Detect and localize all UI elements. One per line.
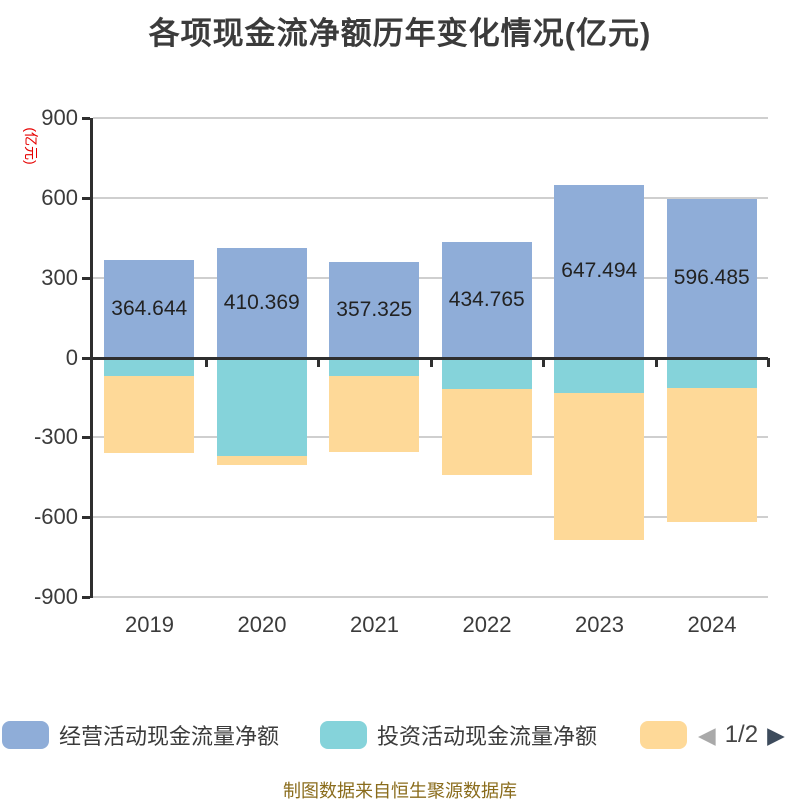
legend-item-third[interactable] <box>640 719 697 751</box>
value-label-2023: 647.494 <box>561 259 638 283</box>
y-tick-mark-600 <box>82 196 90 200</box>
y-tick-label-600: 600 <box>41 184 78 210</box>
legend-prev-page-icon[interactable]: ◀ <box>698 722 716 748</box>
gridline-300 <box>93 276 768 279</box>
legend-swatch-blue <box>2 721 49 749</box>
x-tick-mark <box>542 357 545 367</box>
y-tick-mark--600 <box>82 516 90 520</box>
y-tick-label-0: 0 <box>65 344 78 370</box>
x-tick-mark <box>317 357 320 367</box>
value-label-2020: 410.369 <box>223 290 300 314</box>
bar-segment-s1-2021 <box>329 357 420 377</box>
bar-segment-s2-2020 <box>216 456 307 466</box>
value-label-2024: 596.485 <box>673 266 750 290</box>
gridline--300 <box>93 436 768 439</box>
y-axis-line <box>90 118 93 598</box>
y-tick-mark-0 <box>82 356 90 360</box>
bar-segment-s0-2024 <box>666 198 757 358</box>
value-label-2022: 434.765 <box>448 287 525 311</box>
legend-item-investing[interactable]: 投资活动现金流量净额 <box>320 719 597 751</box>
y-tick-label-300: 300 <box>41 264 78 290</box>
y-tick-label--300: -300 <box>33 424 78 450</box>
bar-segment-s1-2024 <box>666 357 757 388</box>
x-category-label-2020: 2020 <box>237 612 287 637</box>
bar-segment-s1-2020 <box>216 357 307 457</box>
gridline-600 <box>93 196 768 199</box>
x-category-label-2021: 2021 <box>350 612 399 637</box>
legend-page-indicator: 1/2 <box>724 721 759 748</box>
x-tick-mark <box>654 357 658 367</box>
bar-segment-s0-2023 <box>554 185 645 358</box>
y-tick-mark--300 <box>82 436 90 440</box>
data-source-note: 制图数据来自恒生聚源数据库 <box>283 781 517 801</box>
gridline--600 <box>93 516 768 519</box>
legend-swatch-yellow <box>640 721 687 749</box>
legend: 经营活动现金流量净额 投资活动现金流量净额 <box>0 719 800 751</box>
x-category-label-2019: 2019 <box>125 612 174 637</box>
y-tick-mark--900 <box>82 596 90 599</box>
bar-segment-s2-2023 <box>554 392 645 541</box>
legend-next-page-icon[interactable]: ▶ <box>767 722 785 748</box>
bar-segment-s1-2019 <box>104 357 195 377</box>
legend-item-operating[interactable]: 经营活动现金流量净额 <box>2 719 279 751</box>
bar-segment-s2-2019 <box>104 376 195 453</box>
x-category-label-2022: 2022 <box>462 612 512 637</box>
y-tick-mark-900 <box>82 117 90 120</box>
bar-segment-s0-2021 <box>329 262 420 358</box>
y-tick-label--600: -600 <box>33 504 78 530</box>
legend-swatch-teal <box>320 721 367 749</box>
value-label-2021: 357.325 <box>336 297 413 321</box>
gridline-900 <box>93 117 768 119</box>
chart-title: 各项现金流净额历年变化情况(亿元) <box>148 16 652 51</box>
bar-segment-s0-2020 <box>216 248 307 358</box>
x-category-label-2023: 2023 <box>575 612 624 637</box>
legend-label: 投资活动现金流量净额 <box>377 724 598 749</box>
y-tick-label-900: 900 <box>41 105 78 130</box>
x-category-label-2024: 2024 <box>687 612 737 637</box>
y-tick-label--900: -900 <box>33 584 78 609</box>
x-tick-mark <box>204 357 208 367</box>
legend-label: 经营活动现金流量净额 <box>59 724 280 749</box>
x-tick-mark <box>767 357 770 367</box>
bar-segment-s2-2024 <box>666 387 757 523</box>
bar-segment-s1-2023 <box>554 357 645 393</box>
y-tick-mark-300 <box>82 276 90 280</box>
x-tick-mark <box>429 357 433 367</box>
gridline--900 <box>93 596 768 598</box>
bar-segment-s0-2022 <box>441 241 532 358</box>
legend-pager: ◀ 1/2 ▶ <box>698 719 785 751</box>
bar-segment-s2-2022 <box>441 389 532 475</box>
value-label-2019: 364.644 <box>111 296 188 320</box>
bar-segment-s0-2019 <box>104 260 195 358</box>
bar-segment-s2-2021 <box>329 376 420 452</box>
bar-segment-s1-2022 <box>441 357 532 390</box>
